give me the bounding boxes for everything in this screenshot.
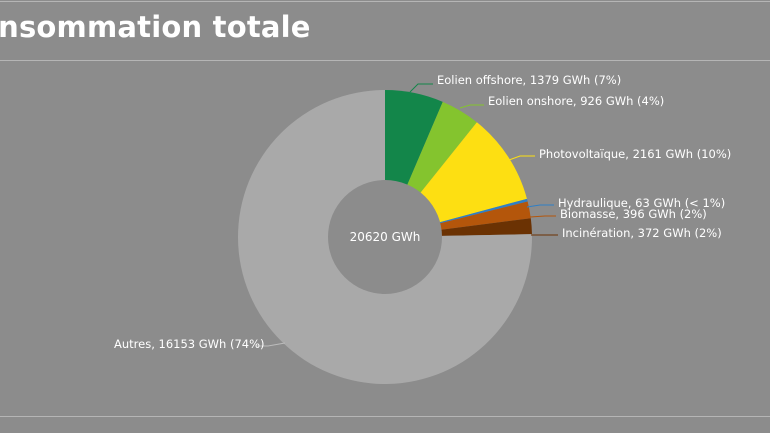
leader-line — [459, 104, 484, 109]
data-label: Autres, 16153 GWh (74%) — [114, 337, 265, 351]
donut-hole — [328, 180, 442, 294]
data-label: Eolien offshore, 1379 GWh (7%) — [437, 73, 621, 87]
top-rule — [0, 1, 770, 2]
leader-line — [508, 155, 535, 161]
leader-line — [256, 342, 286, 347]
leader-line — [526, 204, 554, 208]
leader-line — [529, 215, 556, 218]
page-title: onsommation totale — [0, 10, 311, 44]
bottom-rule — [0, 416, 770, 417]
leader-line — [409, 83, 433, 93]
data-label: Photovoltaïque, 2161 GWh (10%) — [539, 147, 731, 161]
data-label: Hydraulique, 63 GWh (< 1%) — [558, 196, 725, 210]
data-label: Eolien onshore, 926 GWh (4%) — [488, 94, 664, 108]
center-total-label: 20620 GWh — [350, 230, 421, 244]
data-label: Incinération, 372 GWh (2%) — [562, 226, 722, 240]
data-label: Biomasse, 396 GWh (2%) — [560, 207, 707, 221]
title-rule — [0, 60, 770, 61]
